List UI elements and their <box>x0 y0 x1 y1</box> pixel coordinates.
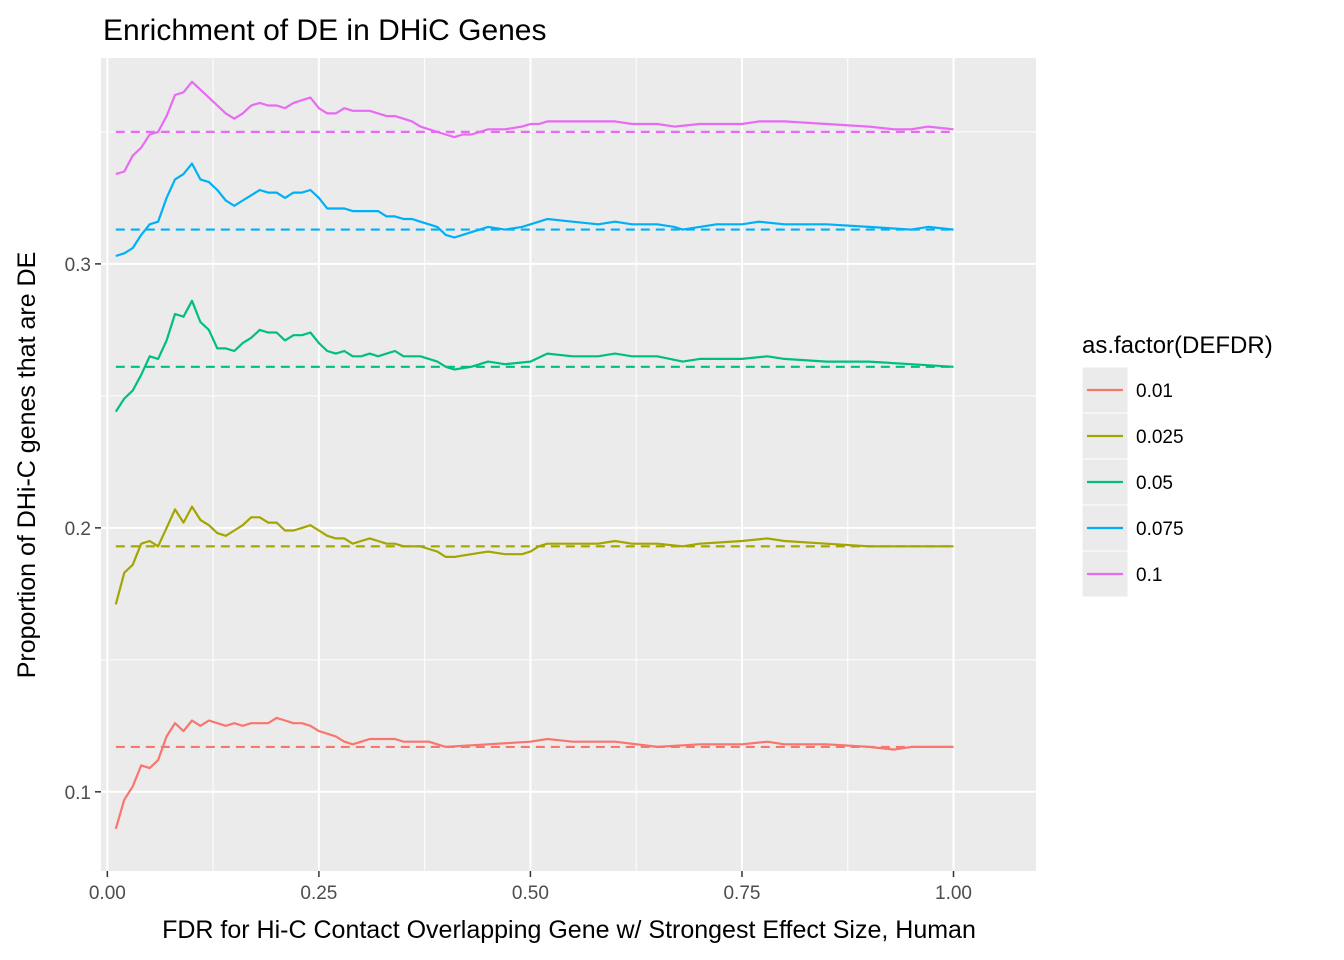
y-axis: 0.1 0.2 0.3 <box>65 255 101 804</box>
legend-label: 0.025 <box>1136 427 1184 448</box>
x-axis-title: FDR for Hi-C Contact Overlapping Gene w/… <box>162 916 976 944</box>
y-axis-title: Proportion of DHi-C genes that are DE <box>13 252 41 679</box>
major-gridlines <box>101 58 1036 871</box>
x-tick-label: 0.75 <box>723 883 760 904</box>
series-line-0.1 <box>115 80 954 176</box>
legend: as.factor(DEFDR) 0.01 0.025 0.05 0.075 0.1 <box>1081 332 1273 598</box>
minor-gridlines <box>101 58 1036 871</box>
series-line-0.01 <box>114 716 954 830</box>
series-layer <box>114 80 954 830</box>
legend-label: 0.1 <box>1136 565 1162 586</box>
series-line-0.05 <box>114 299 954 413</box>
legend-label: 0.05 <box>1136 473 1173 494</box>
chart-title: Enrichment of DE in DHiC Genes <box>103 14 547 47</box>
legend-item-0.05: 0.05 <box>1081 458 1173 506</box>
legend-title: as.factor(DEFDR) <box>1082 332 1273 359</box>
y-tick-label: 0.3 <box>65 255 91 276</box>
plot-panel <box>101 58 1036 871</box>
legend-item-0.01: 0.01 <box>1081 366 1173 414</box>
x-tick-label: 0.00 <box>89 883 126 904</box>
series-line-0.025 <box>114 505 954 605</box>
x-tick-label: 1.00 <box>935 883 972 904</box>
x-tick-label: 0.50 <box>512 883 549 904</box>
legend-item-0.1: 0.1 <box>1081 550 1162 598</box>
series-line-0.075 <box>115 162 954 258</box>
y-tick-label: 0.1 <box>65 783 91 804</box>
legend-label: 0.075 <box>1136 519 1184 540</box>
y-tick-label: 0.2 <box>65 519 91 540</box>
x-tick-label: 0.25 <box>300 883 337 904</box>
legend-item-0.025: 0.025 <box>1081 412 1184 460</box>
legend-label: 0.01 <box>1136 381 1173 402</box>
x-axis: 0.00 0.25 0.50 0.75 1.00 <box>89 871 972 904</box>
legend-item-0.075: 0.075 <box>1081 504 1184 552</box>
